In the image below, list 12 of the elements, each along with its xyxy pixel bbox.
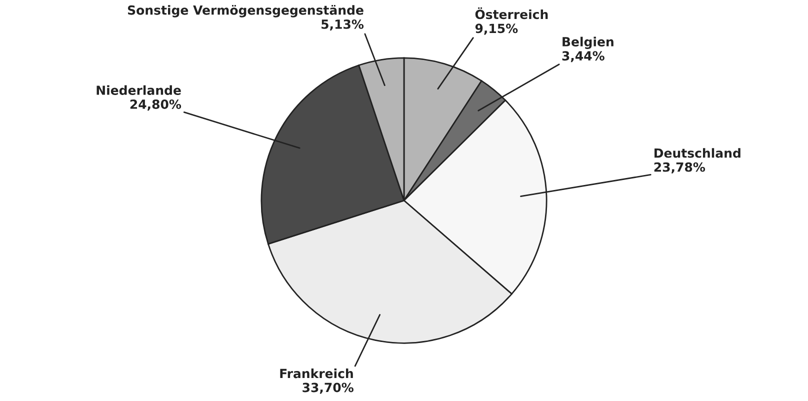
data-label: 33,70% bbox=[302, 382, 354, 394]
data-label: 9,15% bbox=[475, 24, 518, 35]
slice-label: Sonstige Vermögensgegenstände bbox=[128, 4, 364, 18]
data-label: 24,80% bbox=[130, 100, 182, 111]
data-label: 5,13% bbox=[322, 19, 364, 31]
slice-label: Österreich bbox=[475, 7, 548, 20]
slice-label: Niederlande bbox=[96, 85, 181, 95]
slice-label: Deutschland bbox=[654, 148, 740, 158]
slice-label: Belgien bbox=[562, 36, 614, 49]
data-label: 23,78% bbox=[654, 162, 706, 174]
data-label: 3,44% bbox=[562, 51, 604, 62]
slice-label: Frankreich bbox=[280, 368, 353, 378]
